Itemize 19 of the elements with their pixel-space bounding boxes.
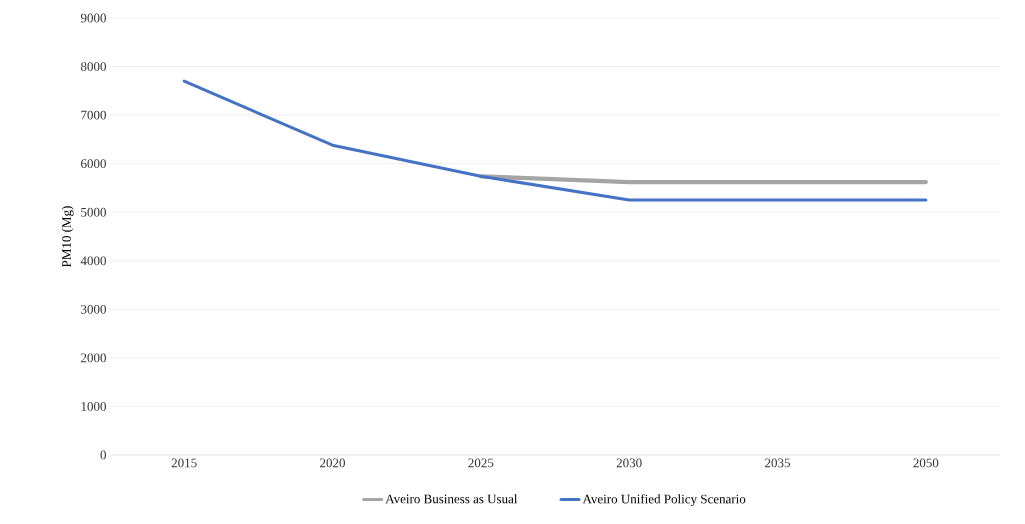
y-tick-label: 1000	[81, 402, 106, 411]
y-axis-title: PM10 (Mg)	[61, 206, 74, 267]
y-tick-label: 6000	[81, 159, 106, 169]
x-tick-label: 2025	[468, 458, 494, 468]
y-tick-label: 7000	[81, 110, 106, 120]
legend-label: Aveiro Unified Policy Scenario	[582, 494, 746, 507]
x-tick-label: 2030	[616, 458, 642, 468]
y-tick-label: 2000	[81, 353, 106, 363]
y-tick-label: 5000	[81, 207, 106, 217]
legend-label: Aveiro Business as Usual	[385, 494, 518, 504]
x-tick-label: 2035	[765, 458, 790, 468]
y-tick-label: 8000	[80, 62, 106, 71]
x-tick-label: 2015	[171, 458, 197, 468]
y-tick-label: 9000	[80, 13, 106, 23]
y-tick-label: 3000	[81, 304, 106, 314]
y-tick-label: 0	[100, 450, 106, 460]
y-tick-label: 4000	[80, 256, 106, 266]
x-tick-label: 2020	[320, 458, 346, 468]
x-tick-label: 2050	[913, 458, 939, 468]
